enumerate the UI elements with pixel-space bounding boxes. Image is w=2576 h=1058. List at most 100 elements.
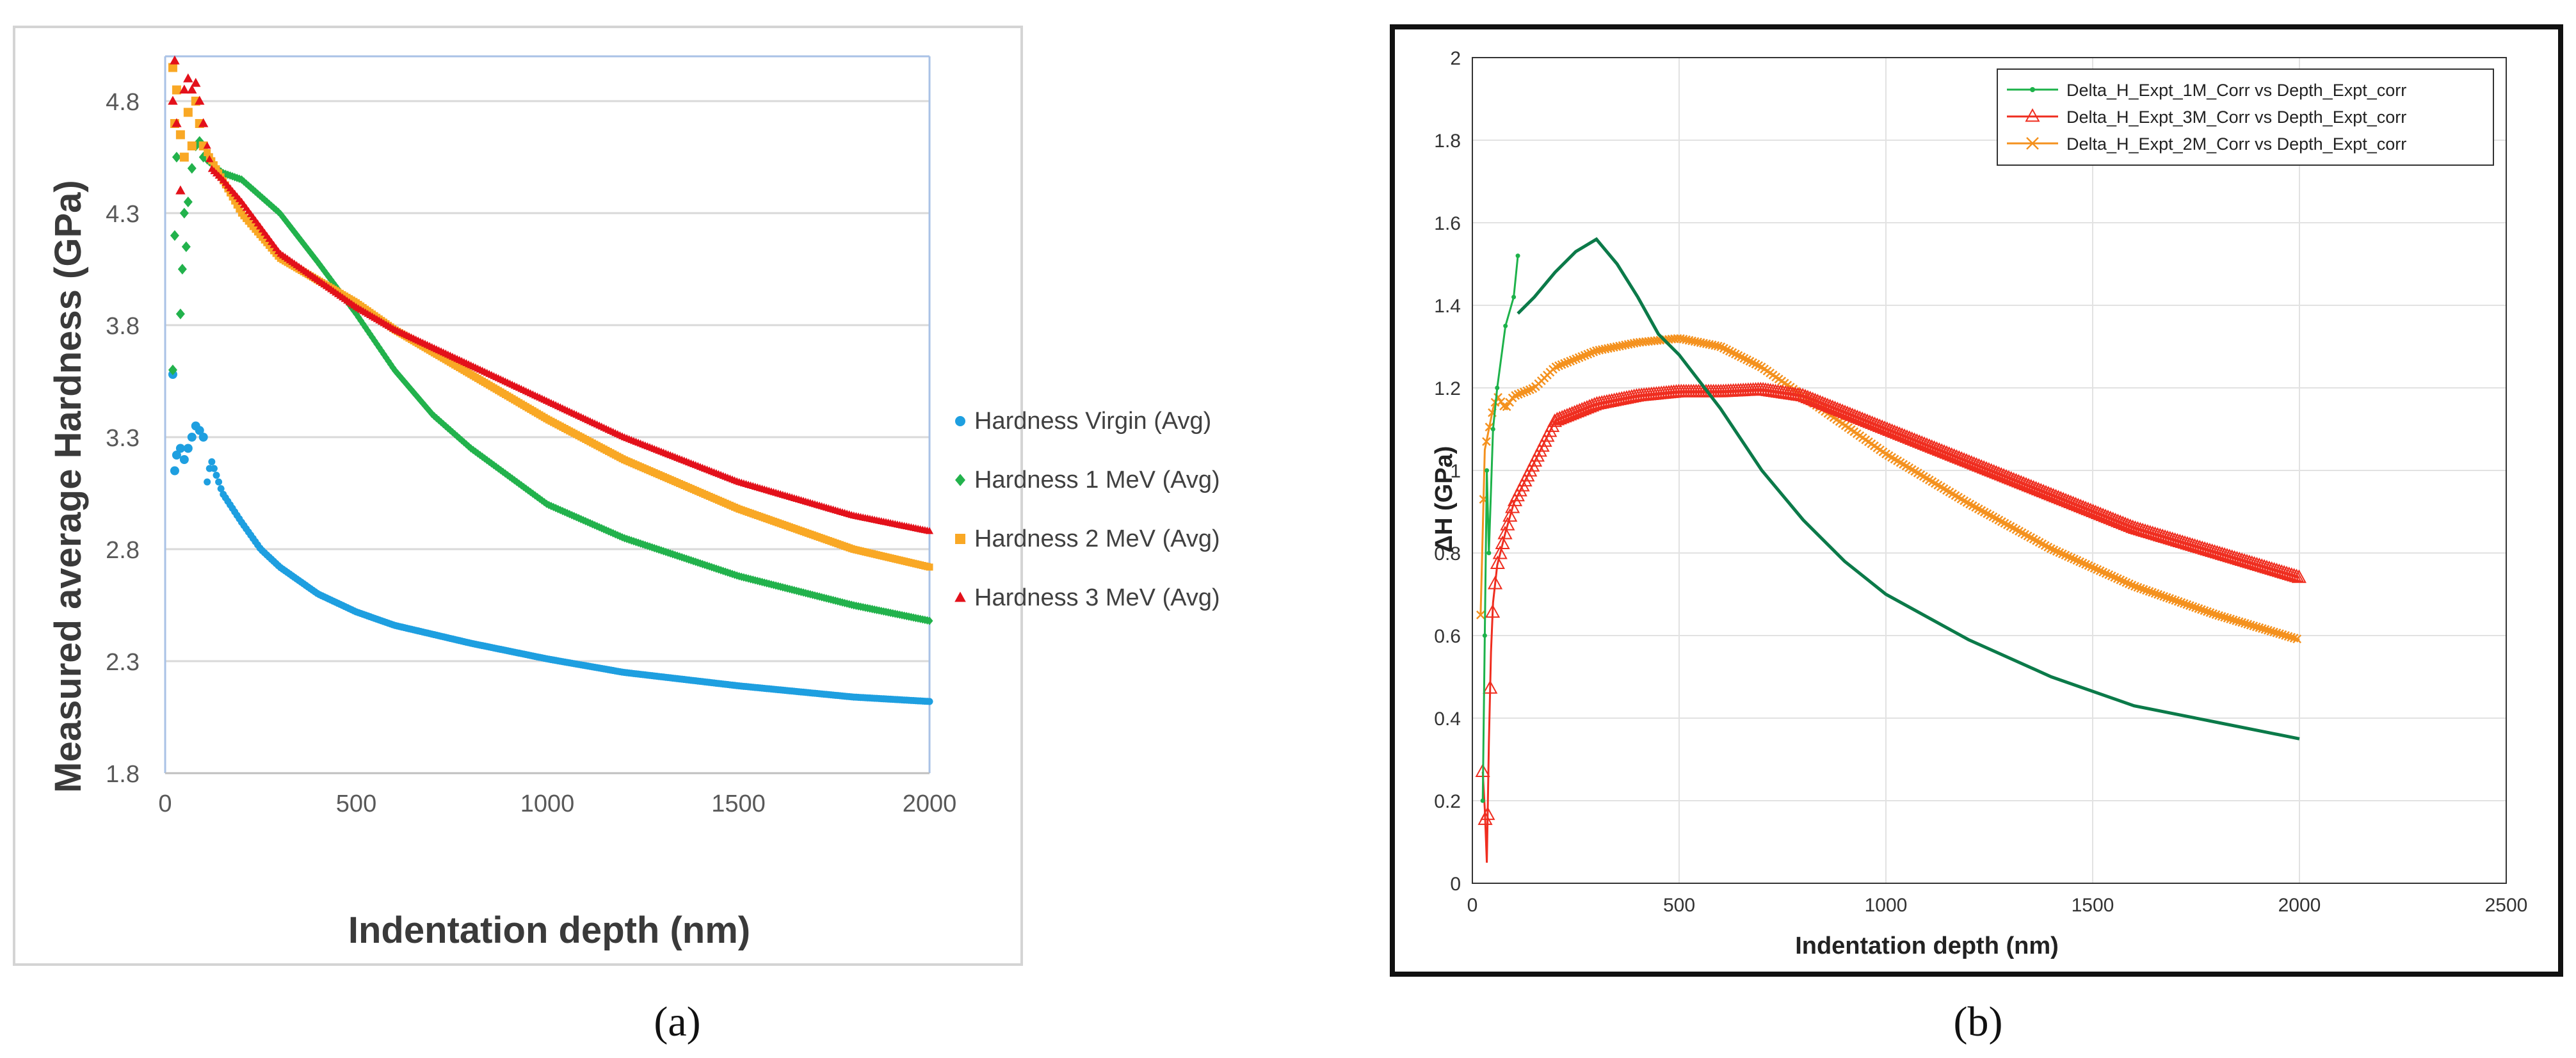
panel-a-data-points [168, 55, 934, 705]
b-series-delta-h-expt-2m-corr-vs-depth-expt-corr [1476, 333, 2302, 644]
data-point [1490, 427, 1495, 431]
legend-marker [2025, 108, 2040, 122]
data-point [311, 254, 319, 263]
data-point [323, 269, 330, 278]
a-x-tick-label: 1000 [520, 790, 575, 817]
data-point [1503, 323, 1508, 328]
a-x-tick-label: 0 [158, 790, 172, 817]
data-point [187, 163, 197, 174]
data-point [265, 199, 273, 208]
data-point [1492, 545, 1508, 559]
b-y-tick-label: 1.4 [1434, 296, 1461, 317]
data-point [1476, 610, 1485, 620]
a-y-tick-label: 3.8 [106, 313, 140, 340]
data-point [2159, 591, 2168, 601]
data-point [437, 417, 445, 427]
data-point [2177, 598, 2186, 607]
panel-a-x-axis-label: Indentation depth (nm) [348, 910, 750, 951]
legend-label: Hardness 2 MeV (Avg) [974, 525, 1220, 552]
data-point [252, 187, 259, 196]
data-point [926, 698, 933, 705]
data-point [2148, 588, 2157, 597]
a-y-tick-label: 2.8 [106, 537, 140, 564]
data-point [172, 451, 181, 460]
data-point [2171, 596, 2180, 605]
legend-label: Hardness 1 MeV (Avg) [974, 467, 1220, 493]
a-x-tick-label: 500 [336, 790, 376, 817]
data-point [417, 396, 424, 405]
b-x-tick-label: 2500 [2485, 895, 2528, 916]
data-point [279, 212, 287, 221]
data-point [168, 63, 177, 72]
data-point [430, 412, 438, 421]
data-point [175, 309, 185, 319]
data-point [453, 432, 461, 441]
legend-label: Delta_H_Expt_2M_Corr vs Depth_Expt_corr [2066, 134, 2406, 154]
data-point [314, 257, 321, 266]
data-point [2168, 595, 2177, 604]
data-point [1482, 633, 1487, 638]
data-point [233, 201, 241, 209]
data-point [394, 369, 401, 378]
panel-b-legend: Delta_H_Expt_1M_Corr vs Depth_Expt_corr D… [1997, 68, 2494, 166]
data-point [925, 527, 934, 534]
data-point [307, 248, 314, 257]
data-point [2145, 587, 2154, 596]
data-point [2182, 600, 2192, 609]
data-point [183, 444, 193, 453]
data-point [2194, 604, 2203, 613]
data-point [1485, 604, 1501, 618]
data-point [195, 95, 205, 105]
b-y-tick-label: 1 [1450, 461, 1461, 482]
data-point [259, 193, 266, 202]
data-point [205, 155, 214, 163]
data-point [325, 272, 333, 282]
legend-marker [954, 591, 966, 602]
data-point [2142, 586, 2151, 595]
data-point [198, 433, 208, 442]
legend-item-hardness-3-mev-avg: Hardness 3 MeV (Avg) [954, 584, 1220, 611]
data-point [2188, 602, 2198, 611]
data-point [168, 95, 178, 105]
legend-marker [955, 416, 965, 426]
data-point [183, 196, 193, 207]
panel-b-delta-h-chart: 0 0.2 0.4 0.6 0.8 1 1.2 1.4 1.6 1.8 2 0 500 1000 1500 2… [1390, 24, 2563, 977]
data-point [175, 185, 186, 195]
data-point [1511, 294, 1517, 300]
data-point [170, 55, 180, 65]
panel-b-axes [1472, 57, 2507, 884]
a-y-tick-label: 3.3 [106, 425, 140, 452]
data-point [1502, 508, 1518, 522]
data-point [275, 207, 282, 216]
data-point [2165, 594, 2175, 603]
panel-b-x-axis-label: Indentation depth (nm) [1795, 933, 2059, 959]
data-point [191, 77, 201, 87]
data-point [183, 73, 193, 83]
data-point [270, 204, 278, 212]
data-point [1495, 535, 1510, 550]
data-point [179, 152, 189, 162]
data-point [2173, 597, 2183, 606]
data-point [187, 84, 197, 94]
legend-item-hardness-1-mev-avg: Hardness 1 MeV (Avg) [955, 467, 1220, 493]
data-point [213, 472, 220, 479]
data-point [175, 444, 185, 453]
data-point [181, 241, 191, 252]
a-y-tick-label: 4.3 [106, 201, 140, 228]
data-point [187, 433, 197, 442]
data-point [2289, 568, 2305, 582]
panel-a-tick-labels: 1.8 2.3 2.8 3.3 3.8 4.3 4.8 0 500 1000 1500 2000 [106, 89, 956, 817]
panel-b-tick-labels: 0 0.2 0.4 0.6 0.8 1 1.2 1.4 1.6 1.8 2 0 500 1000 1500 2… [1434, 48, 2527, 916]
data-point [2209, 609, 2218, 618]
legend-item-delta-h-expt-2m-corr-vs-depth-expt-corr: Delta_H_Expt_2M_Corr vs Depth_Expt_corr [2007, 134, 2406, 154]
legend-label: Hardness Virgin (Avg) [974, 408, 1211, 435]
data-point [1500, 517, 1515, 531]
data-point [1547, 413, 1563, 428]
data-point [231, 197, 239, 205]
b-x-tick-label: 2000 [2278, 895, 2321, 916]
data-point [179, 207, 189, 219]
data-point [210, 465, 218, 472]
data-point [179, 455, 189, 464]
data-point [302, 242, 310, 251]
data-point [172, 152, 181, 163]
